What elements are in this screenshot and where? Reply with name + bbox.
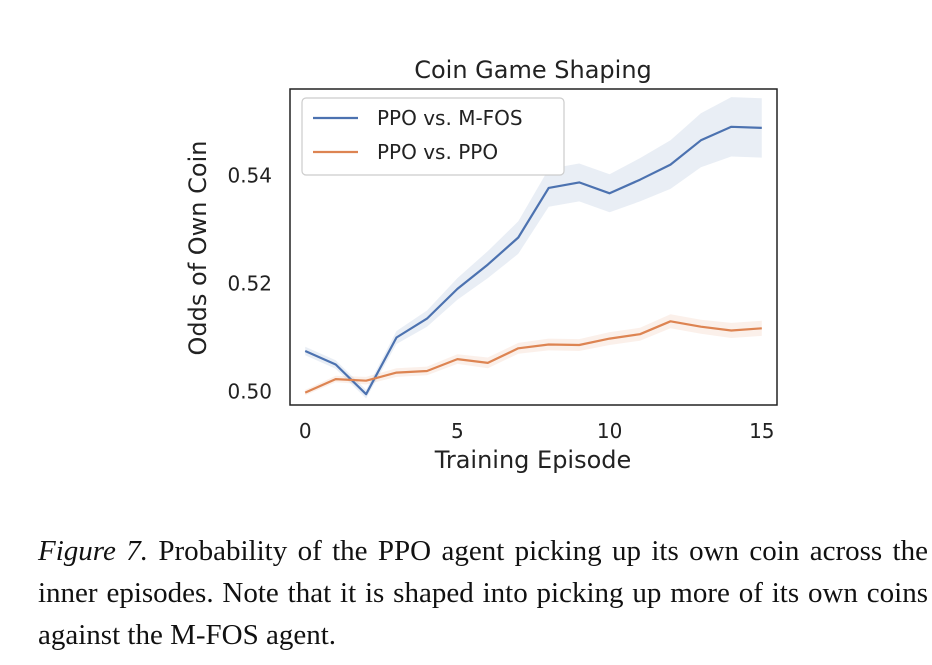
chart-title: Coin Game Shaping [414,56,652,84]
legend-box [301,97,565,176]
y-tick-label: 0.52 [227,272,272,296]
y-axis-ticks: 0.50 0.52 0.54 [227,163,272,403]
series-line-1 [304,125,762,396]
chart-figure: Coin Game Shaping Odds of Own Coin Train… [184,56,778,474]
y-axis-label: Odds of Own Coin [184,141,212,356]
series-line-2 [304,320,762,394]
x-tick-label: 5 [451,419,464,443]
y-tick-label: 0.54 [227,163,272,187]
caption-lead: Figure 7. [38,535,148,567]
legend-label-2: PPO vs. PPO [377,140,498,164]
x-axis-ticks: 0 5 10 15 [299,419,775,443]
x-tick-label: 0 [299,419,312,443]
plot-frame [289,88,778,406]
x-tick-label: 15 [749,419,774,443]
x-axis-label: Training Episode [434,446,632,474]
series-band-2 [305,314,762,396]
y-tick-label: 0.50 [227,380,272,404]
figure-caption: Figure 7. Probability of the PPO agent p… [38,530,928,656]
x-tick-label: 10 [597,419,622,443]
legend: PPO vs. M-FOS PPO vs. PPO [301,97,565,176]
series-lines [304,125,762,396]
caption-text: Probability of the PPO agent picking up … [38,535,928,651]
legend-label-1: PPO vs. M-FOS [377,106,523,130]
